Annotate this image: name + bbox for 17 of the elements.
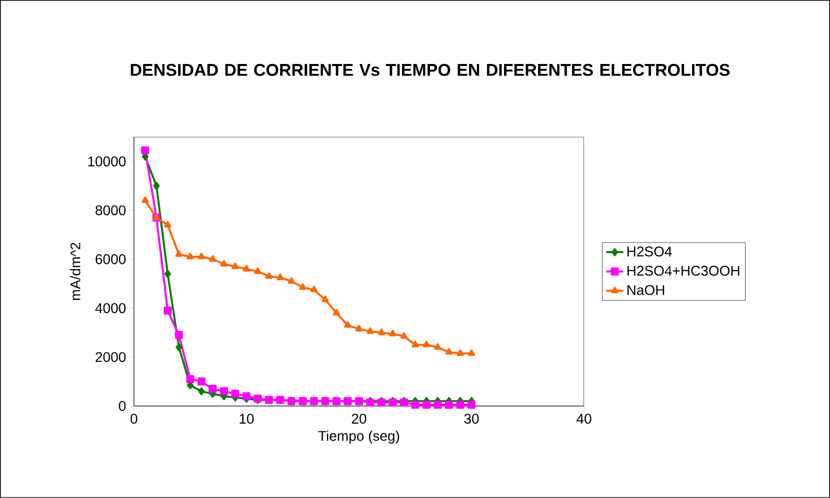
x-tick-label: 20 [352,414,366,424]
y-tick-label: 2000 [96,352,126,362]
x-tick-label: 0 [130,414,138,424]
legend-label: NaOH [627,285,664,296]
x-tick-label: 30 [464,414,479,424]
y-tick-label: 10000 [88,156,126,166]
y-tick-label: 6000 [96,254,126,264]
y-tick-label: 4000 [95,303,126,314]
y-tick-label: 0 [118,401,126,411]
legend-label: H2SO4+HC3OOH [627,266,740,276]
y-tick-label: 8000 [96,205,126,216]
legend-label: H2SO4 [627,246,672,257]
x-tick-label: 10 [240,414,254,424]
x-tick-label: 40 [576,414,592,424]
y-axis-title: mA/dm^2 [70,242,80,300]
chart-title: DENSIDAD DE CORRIENTE Vs TIEMPO EN DIFERENTES ELECTROLITOS [130,64,730,76]
x-axis-title: Tiempo (seg) [318,430,400,444]
